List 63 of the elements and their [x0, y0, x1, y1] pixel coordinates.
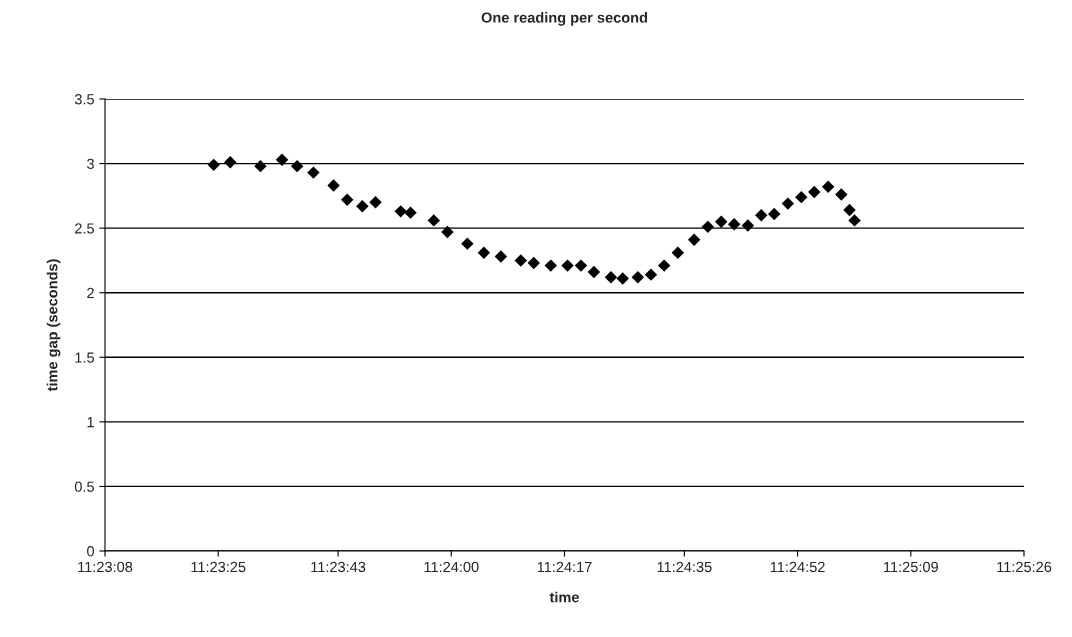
point — [631, 271, 645, 284]
x-tick-label: 11:25:26 — [997, 561, 1052, 573]
point — [561, 259, 574, 272]
y-tick-label: 2 — [87, 287, 94, 298]
x-tick-label: 11:25:09 — [884, 561, 938, 573]
point — [224, 156, 237, 169]
x-tick-label: 11:24:17 — [537, 561, 592, 572]
point — [701, 220, 715, 234]
x-axis-title: time — [549, 591, 579, 603]
point — [341, 193, 354, 206]
point — [616, 272, 629, 285]
point — [687, 233, 701, 246]
point — [427, 214, 440, 227]
point — [741, 219, 755, 232]
point — [527, 256, 540, 270]
point — [781, 197, 795, 210]
point — [755, 209, 768, 222]
point — [768, 207, 781, 221]
x-tick-label: 11:23:43 — [311, 561, 366, 573]
x-tick-label: 11:24:00 — [424, 561, 479, 573]
point — [848, 214, 861, 227]
point — [290, 159, 304, 173]
point — [369, 196, 382, 209]
point — [356, 199, 369, 213]
point — [404, 206, 417, 219]
point — [795, 190, 808, 204]
point — [494, 250, 508, 263]
point — [307, 166, 320, 179]
point — [327, 179, 340, 192]
y-tick-label: 1 — [87, 417, 94, 428]
point — [843, 203, 856, 217]
point — [477, 246, 491, 259]
y-tick-label: 0 — [87, 546, 95, 557]
point — [461, 237, 474, 250]
x-tick-label: 11:24:52 — [770, 561, 825, 573]
point — [604, 271, 618, 284]
chart-title: One reading per second — [481, 12, 648, 26]
point — [821, 180, 835, 194]
y-tick-label: 3 — [87, 158, 94, 169]
point — [441, 225, 454, 239]
point — [587, 265, 601, 279]
point — [544, 259, 557, 272]
point — [394, 205, 407, 218]
y-tick-label: 2.5 — [75, 223, 94, 234]
point — [254, 159, 267, 173]
x-tick-label: 11:23:08 — [78, 561, 133, 573]
point — [671, 246, 685, 259]
point — [574, 259, 588, 272]
point — [715, 215, 728, 228]
point — [808, 185, 821, 199]
point — [835, 188, 848, 201]
point — [644, 268, 658, 281]
y-axis-title: time gap (seconds) — [46, 259, 61, 392]
point — [207, 158, 220, 172]
point — [657, 259, 671, 272]
y-tick-label: 1.5 — [75, 352, 94, 363]
x-tick-label: 11:23:25 — [191, 561, 246, 573]
point — [514, 254, 528, 267]
x-tick-label: 11:24:35 — [657, 561, 712, 573]
point — [275, 153, 289, 166]
y-tick-label: 3.5 — [74, 94, 94, 105]
point — [727, 218, 741, 231]
y-tick-label: 0.5 — [74, 481, 94, 492]
